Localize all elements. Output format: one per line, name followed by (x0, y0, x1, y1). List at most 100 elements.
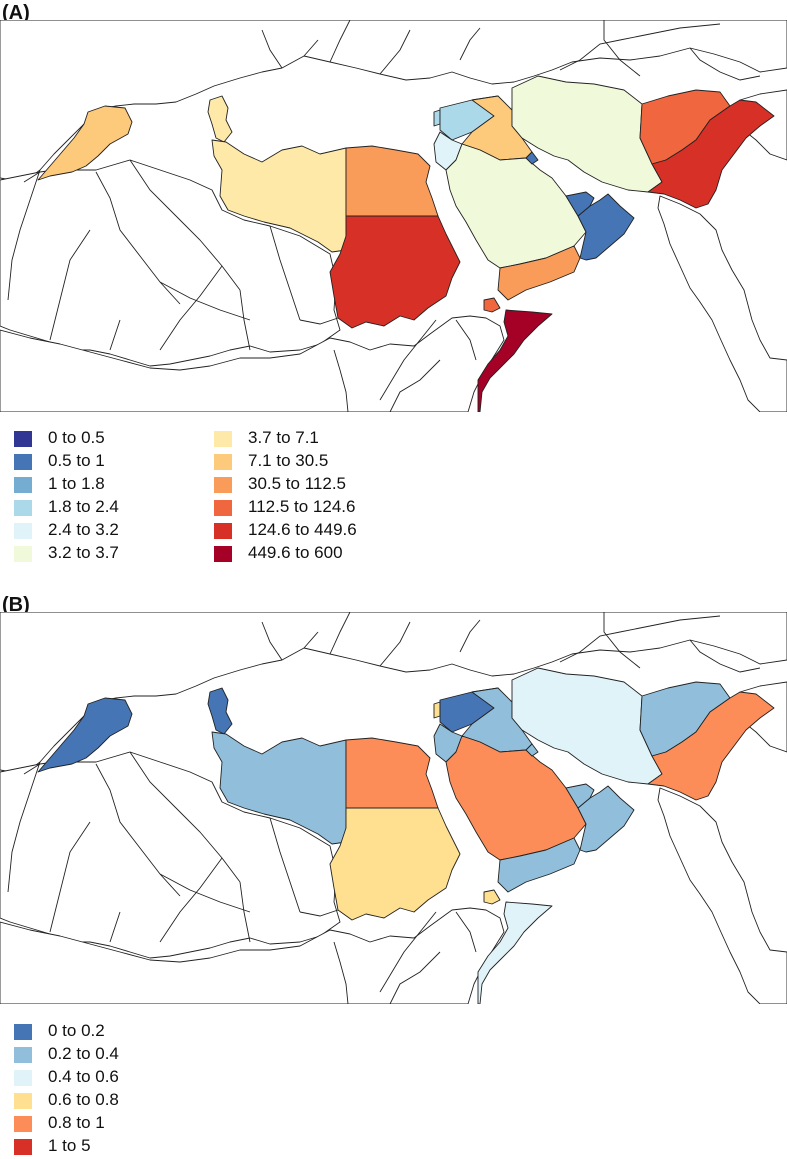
map-b-border-16 (603, 612, 641, 669)
map-a-border-3 (239, 289, 251, 351)
map-b-border-4 (269, 817, 301, 913)
map-a-region-tunisia (207, 95, 233, 143)
map-a-border-10 (159, 281, 251, 321)
map-b-border-21 (261, 621, 283, 661)
a-legend-swatch (214, 477, 232, 493)
a-legend-label: 449.6 to 600 (248, 543, 343, 562)
map-b-region-djibouti (483, 889, 501, 905)
map-a-region-yemen (497, 245, 581, 301)
a-legend-label: 0.5 to 1 (48, 451, 105, 470)
map-b-region-iran (511, 667, 663, 785)
map-b-border-15 (559, 615, 721, 663)
map-b-region-pakistan (647, 691, 775, 801)
map-a-border-4 (269, 225, 301, 321)
map-a-region-pakistan (647, 99, 775, 209)
b-legend-label: 0.4 to 0.6 (48, 1067, 119, 1086)
a-legend-label: 124.6 to 449.6 (248, 520, 357, 539)
map-a-region-iran (511, 75, 663, 193)
map-a-border-20 (329, 20, 351, 63)
map-a-border-9 (299, 317, 339, 325)
a-legend-swatch (14, 454, 32, 470)
map-b-border-6 (49, 821, 91, 933)
a-legend-swatch (214, 431, 232, 447)
map-b-border-18 (459, 619, 481, 653)
map-a-border-22 (303, 39, 319, 57)
choropleth-map-a (0, 20, 787, 412)
map-b-region-sudan (329, 807, 461, 921)
map-a-region-libya (211, 139, 347, 253)
map-b-region-tunisia (207, 687, 233, 735)
map-a-border-17 (689, 47, 761, 81)
map-b-border-3 (239, 881, 251, 943)
map-a-border-11 (379, 319, 437, 401)
b-legend-label: 1 to 5 (48, 1136, 91, 1155)
map-a-border-16 (603, 20, 641, 77)
a-legend-swatch (14, 477, 32, 493)
map-a-border-6 (49, 229, 91, 341)
a-legend-label: 30.5 to 112.5 (248, 474, 346, 493)
map-a-land-3 (657, 195, 787, 412)
b-legend-swatch (14, 1093, 32, 1109)
map-a-border-2 (129, 159, 241, 291)
map-b-region-somalia (477, 901, 553, 1004)
map-b-border-1 (95, 763, 181, 897)
map-b-border-13 (389, 951, 441, 1004)
a-legend-label: 1.8 to 2.4 (48, 497, 119, 516)
a-legend-label: 3.7 to 7.1 (248, 428, 319, 447)
map-b-border-19 (379, 621, 411, 667)
map-a-border-1 (95, 171, 181, 305)
map-b-border-5 (159, 857, 223, 943)
map-b-border-20 (329, 612, 351, 655)
map-a-border-21 (261, 29, 283, 69)
a-legend-swatch (214, 500, 232, 516)
map-b-region-uae (565, 783, 595, 809)
a-legend-label: 0 to 0.5 (48, 428, 105, 447)
map-b-region-lebanon (433, 701, 441, 719)
b-legend-swatch (14, 1024, 32, 1040)
map-a-border-15 (559, 23, 721, 71)
a-legend-swatch (14, 431, 32, 447)
map-a-border-14 (333, 349, 349, 412)
a-legend-swatch (14, 523, 32, 539)
map-b-region-morocco (37, 697, 133, 773)
map-a-region-somalia (477, 309, 553, 412)
a-legend-label: 2.4 to 3.2 (48, 520, 119, 539)
map-b-border-12 (455, 911, 477, 953)
a-legend-swatch (214, 454, 232, 470)
map-b-border-10 (159, 873, 251, 913)
b-legend-label: 0.8 to 1 (48, 1113, 105, 1132)
b-legend-label: 0 to 0.2 (48, 1021, 105, 1040)
map-a-border-12 (455, 319, 477, 361)
map-b-land-0 (0, 612, 787, 775)
map-a-region-egypt (345, 145, 439, 217)
map-a-border-0 (23, 171, 41, 183)
map-b-border-9 (299, 909, 339, 917)
map-b-border-17 (689, 639, 761, 673)
a-legend-swatch (14, 500, 32, 516)
map-b-border-0 (23, 763, 41, 775)
map-a-region-sudan (329, 215, 461, 329)
a-legend-swatch (214, 523, 232, 539)
map-a-region-djibouti (483, 297, 501, 313)
map-a-border-5 (159, 265, 223, 351)
map-b-region-libya (211, 731, 347, 845)
map-a-region-lebanon (433, 109, 441, 127)
map-b-border-11 (379, 911, 437, 993)
b-legend-swatch (14, 1116, 32, 1132)
map-a-border-13 (389, 359, 441, 412)
choropleth-map-b (0, 612, 787, 1004)
map-b-border-22 (303, 631, 319, 649)
map-b-region-yemen (497, 837, 581, 893)
map-a-border-7 (7, 169, 41, 301)
a-legend-label: 7.1 to 30.5 (248, 451, 329, 470)
b-legend-label: 0.2 to 0.4 (48, 1044, 119, 1063)
map-b-border-14 (333, 941, 349, 1004)
map-a-land-0 (0, 20, 787, 183)
map-a-border-19 (379, 29, 411, 75)
map-b-border-8 (109, 911, 121, 943)
b-legend-swatch (14, 1070, 32, 1086)
panel-b-label: (B) (2, 594, 30, 616)
map-b-border-2 (129, 751, 241, 883)
a-legend-swatch (214, 546, 232, 562)
a-legend-label: 1 to 1.8 (48, 474, 105, 493)
